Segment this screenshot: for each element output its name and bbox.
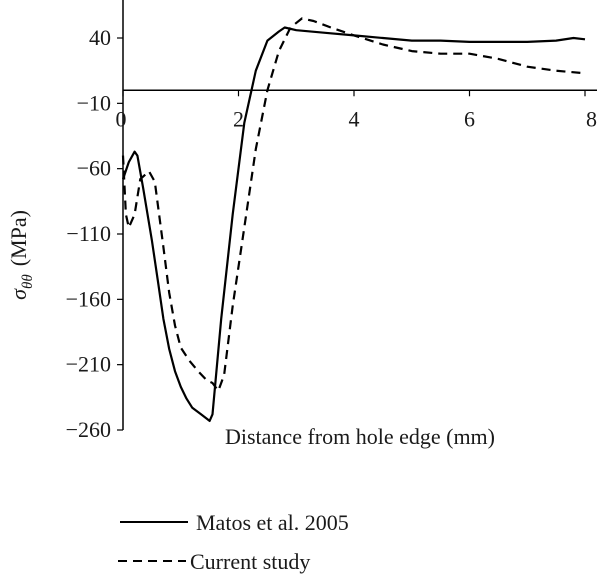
series-line-current-study bbox=[121, 17, 586, 392]
y-tick-label: −10 bbox=[77, 90, 111, 115]
y-tick-label: −60 bbox=[77, 156, 111, 181]
y-axis-symbol: σ bbox=[6, 288, 31, 300]
y-axis-unit: (MPa) bbox=[6, 210, 31, 266]
legend-label-current: Current study bbox=[190, 549, 310, 574]
series-line-matos bbox=[121, 26, 586, 422]
svg-text:σθθ(MPa): σθθ (MPa) bbox=[6, 210, 36, 300]
legend: Matos et al. 2005 Current study bbox=[118, 510, 349, 574]
x-tick-label: 8 bbox=[586, 106, 597, 131]
x-tick-label: 2 bbox=[233, 106, 244, 131]
axes bbox=[117, 0, 597, 431]
labels-layer: 40 −10 −60 −110 −160 −210 −260 0 2 4 6 8 bbox=[66, 25, 597, 442]
y-axis-subscript: θθ bbox=[20, 274, 36, 289]
x-tick-label: 4 bbox=[349, 106, 360, 131]
y-tick-label: −160 bbox=[66, 286, 111, 311]
x-tick-label: 0 bbox=[116, 106, 127, 131]
y-tick-label: 40 bbox=[89, 25, 111, 50]
y-axis-title: σθθ (MPa) bbox=[6, 210, 36, 300]
legend-item-current: Current study bbox=[118, 549, 310, 574]
series-layer bbox=[121, 17, 586, 422]
x-axis-title: Distance from hole edge (mm) bbox=[225, 424, 495, 449]
y-tick-label: −210 bbox=[66, 352, 111, 377]
legend-label-matos: Matos et al. 2005 bbox=[196, 510, 349, 535]
legend-item-matos: Matos et al. 2005 bbox=[120, 510, 349, 535]
y-tick-label: −260 bbox=[66, 417, 111, 442]
x-tick-label: 6 bbox=[464, 106, 475, 131]
y-tick-label: −110 bbox=[66, 221, 111, 246]
